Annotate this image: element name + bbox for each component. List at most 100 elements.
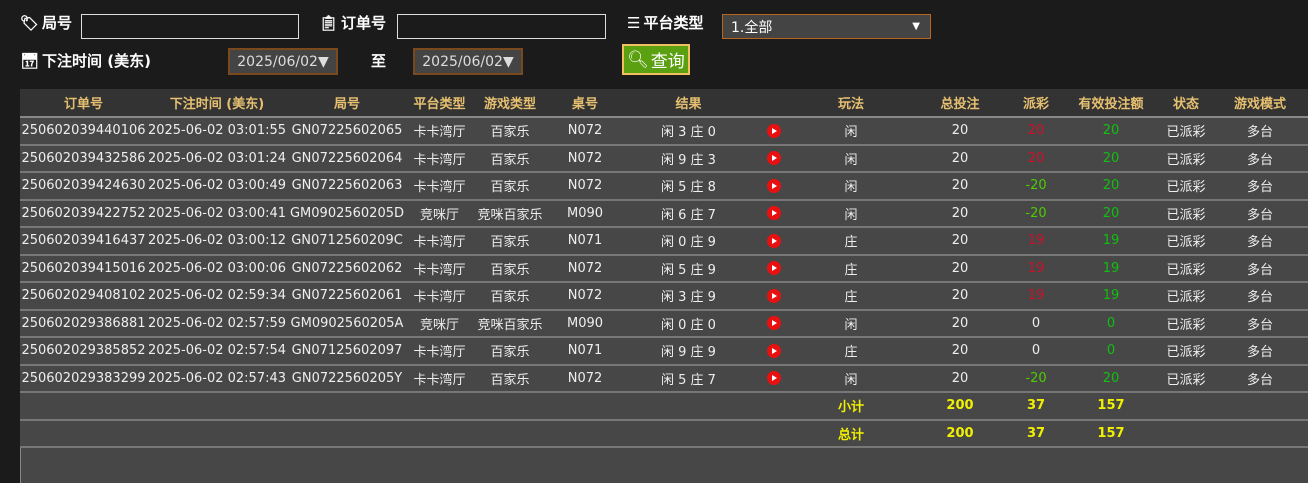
table-cell: 闲 5 庄 7 bbox=[622, 364, 755, 393]
replay-cell[interactable] bbox=[755, 172, 792, 201]
order-input[interactable] bbox=[397, 14, 606, 39]
subtotal-valid_bet: 157 bbox=[1062, 392, 1160, 421]
column-header: 玩法 bbox=[792, 89, 910, 118]
table-cell: 百家乐 bbox=[472, 117, 548, 146]
table-row[interactable]: 250602039416437 2025-06-02 03:00:12 GN0712… bbox=[20, 227, 1308, 256]
table-row[interactable]: 250602029385852 2025-06-02 02:57:54 GN0712… bbox=[20, 337, 1308, 366]
table-cell: GN0712560209C bbox=[287, 227, 407, 256]
search-button[interactable]: 🔍︎ 查询 bbox=[622, 44, 690, 75]
play-video-icon[interactable] bbox=[766, 178, 781, 193]
table-cell: 20 bbox=[910, 227, 1010, 256]
table-cell: 庄 bbox=[792, 227, 910, 256]
play-video-icon[interactable] bbox=[766, 123, 781, 138]
play-video-icon[interactable] bbox=[766, 151, 781, 166]
table-cell: 250602039432586 bbox=[20, 144, 147, 173]
replay-cell[interactable] bbox=[755, 309, 792, 338]
table-cell: 卡卡湾厅 bbox=[407, 337, 472, 366]
table-cell: -20 bbox=[1010, 364, 1062, 393]
table-cell: 20 bbox=[910, 337, 1010, 366]
play-video-icon[interactable] bbox=[766, 288, 781, 303]
table-row[interactable]: 250602029383299 2025-06-02 02:57:43 GN0722… bbox=[20, 364, 1308, 393]
table-cell: 20 bbox=[910, 172, 1010, 201]
replay-cell[interactable] bbox=[755, 117, 792, 146]
table-row[interactable]: 250602029408102 2025-06-02 02:59:34 GN0722… bbox=[20, 282, 1308, 311]
column-header: 订单号 bbox=[20, 89, 147, 118]
table-cell: GN0722560205Y bbox=[287, 364, 407, 393]
replay-cell[interactable] bbox=[755, 254, 792, 283]
play-video-icon[interactable] bbox=[766, 206, 781, 221]
calendar-icon: 📅︎ bbox=[20, 51, 40, 70]
replay-cell[interactable] bbox=[755, 282, 792, 311]
search-icon: 🔍︎ bbox=[627, 49, 649, 70]
replay-cell[interactable] bbox=[755, 227, 792, 256]
table-cell: 20 bbox=[910, 117, 1010, 146]
table-cell: 2025-06-02 03:00:41 bbox=[147, 199, 287, 228]
play-video-icon[interactable] bbox=[766, 316, 781, 331]
table-cell: GM0902560205D bbox=[287, 199, 407, 228]
empty-cell bbox=[20, 392, 147, 421]
table-cell: 闲 3 庄 0 bbox=[622, 117, 755, 146]
table-cell: 250602029386881 bbox=[20, 309, 147, 338]
table-cell: N072 bbox=[548, 172, 622, 201]
table-row[interactable]: 250602039440106 2025-06-02 03:01:55 GN0722… bbox=[20, 117, 1308, 146]
table-row[interactable]: 250602039424630 2025-06-02 03:00:49 GN0722… bbox=[20, 172, 1308, 201]
table-cell: N071 bbox=[548, 337, 622, 366]
platform-select[interactable]: 1.全部 ▼ bbox=[722, 14, 931, 39]
table-cell: 百家乐 bbox=[472, 172, 548, 201]
table-cell: 2025-06-02 02:57:54 bbox=[147, 337, 287, 366]
replay-cell[interactable] bbox=[755, 144, 792, 173]
column-header: 有效投注额 bbox=[1062, 89, 1160, 118]
round-input[interactable] bbox=[81, 14, 299, 39]
column-header: 状态 bbox=[1160, 89, 1212, 118]
table-cell: 百家乐 bbox=[472, 282, 548, 311]
column-header: 派彩 bbox=[1010, 89, 1062, 118]
table-row[interactable]: 250602029386881 2025-06-02 02:57:59 GM0902… bbox=[20, 309, 1308, 338]
table-cell: N072 bbox=[548, 144, 622, 173]
table-cell: 250602029408102 bbox=[20, 282, 147, 311]
table-cell: 闲 bbox=[792, 309, 910, 338]
replay-cell[interactable] bbox=[755, 337, 792, 366]
table-cell: 2025-06-02 03:01:24 bbox=[147, 144, 287, 173]
round-label: 🏷︎ 局号 bbox=[20, 13, 73, 33]
replay-cell[interactable] bbox=[755, 364, 792, 393]
column-header bbox=[755, 89, 792, 118]
empty-cell bbox=[548, 419, 622, 448]
empty-cell bbox=[407, 419, 472, 448]
play-video-icon[interactable] bbox=[766, 261, 781, 276]
list-icon: ☰ bbox=[627, 13, 641, 32]
empty-cell bbox=[147, 419, 287, 448]
table-cell: N071 bbox=[548, 227, 622, 256]
replay-cell[interactable] bbox=[755, 199, 792, 228]
play-video-icon[interactable] bbox=[766, 233, 781, 248]
table-cell: GN07125602097 bbox=[287, 337, 407, 366]
table-cell: 已派彩 bbox=[1160, 309, 1212, 338]
table-cell: 20 bbox=[910, 364, 1010, 393]
table-cell: 20 bbox=[910, 144, 1010, 173]
subtotal-label: 小计 bbox=[792, 392, 910, 421]
empty-cell bbox=[1160, 392, 1212, 421]
date-from[interactable]: 2025/06/02▼ bbox=[228, 48, 338, 75]
table-cell: 多台 bbox=[1212, 337, 1308, 366]
table-cell: 20 bbox=[1010, 144, 1062, 173]
table-cell: 2025-06-02 03:00:49 bbox=[147, 172, 287, 201]
table-cell: 250602039415016 bbox=[20, 254, 147, 283]
table-row[interactable]: 250602039415016 2025-06-02 03:00:06 GN0722… bbox=[20, 254, 1308, 283]
date-to[interactable]: 2025/06/02▼ bbox=[413, 48, 523, 75]
table-cell: 20 bbox=[1062, 199, 1160, 228]
table-row[interactable]: 250602039422752 2025-06-02 03:00:41 GM0902… bbox=[20, 199, 1308, 228]
table-cell: 竞咪百家乐 bbox=[472, 309, 548, 338]
table-cell: 闲 bbox=[792, 172, 910, 201]
table-cell: N072 bbox=[548, 117, 622, 146]
play-video-icon[interactable] bbox=[766, 343, 781, 358]
table-cell: 闲 3 庄 9 bbox=[622, 282, 755, 311]
play-video-icon[interactable] bbox=[766, 371, 781, 386]
table-cell: 闲 9 庄 3 bbox=[622, 144, 755, 173]
column-header: 局号 bbox=[287, 89, 407, 118]
to-label: 至 bbox=[371, 52, 387, 70]
empty-cell bbox=[1212, 392, 1308, 421]
table-cell: 已派彩 bbox=[1160, 172, 1212, 201]
table-cell: N072 bbox=[548, 364, 622, 393]
table-cell: 多台 bbox=[1212, 282, 1308, 311]
table-row[interactable]: 250602039432586 2025-06-02 03:01:24 GN0722… bbox=[20, 144, 1308, 173]
total-label: 总计 bbox=[792, 419, 910, 448]
